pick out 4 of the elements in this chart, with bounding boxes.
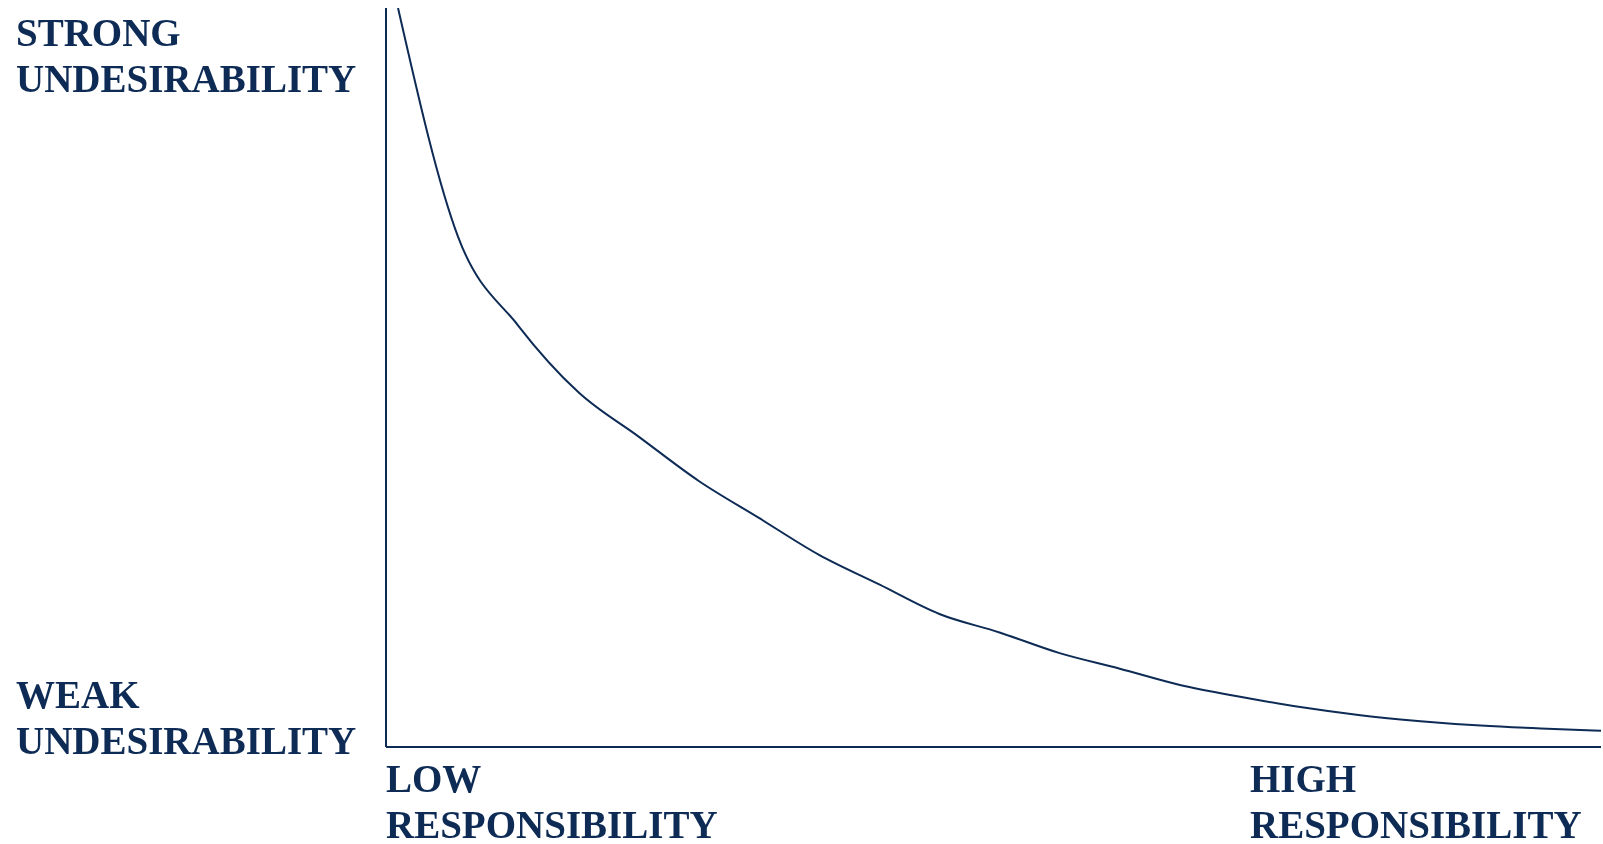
- text: HIGH RESPONSIBILITY: [1250, 756, 1583, 844]
- text: LOW RESPONSIBILITY: [386, 756, 719, 844]
- text: STRONG UNDESIRABILITY: [16, 10, 358, 102]
- text: WEAK UNDESIRABILITY: [16, 672, 358, 764]
